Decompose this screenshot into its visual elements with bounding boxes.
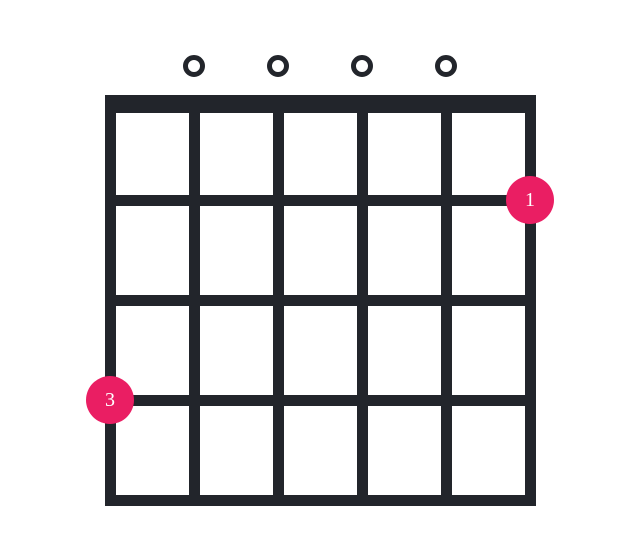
- fret-1: [105, 195, 536, 206]
- finger-label: 3: [105, 389, 115, 412]
- open-string-4: [435, 55, 457, 77]
- open-string-1: [183, 55, 205, 77]
- finger-dot-s0-f3: 3: [86, 376, 134, 424]
- open-string-3: [351, 55, 373, 77]
- finger-label: 1: [525, 189, 535, 212]
- chord-diagram: 13: [110, 100, 530, 500]
- open-string-2: [267, 55, 289, 77]
- nut: [105, 95, 536, 113]
- fret-4: [105, 495, 536, 506]
- fret-3: [105, 395, 536, 406]
- fret-2: [105, 295, 536, 306]
- finger-dot-s5-f1: 1: [506, 176, 554, 224]
